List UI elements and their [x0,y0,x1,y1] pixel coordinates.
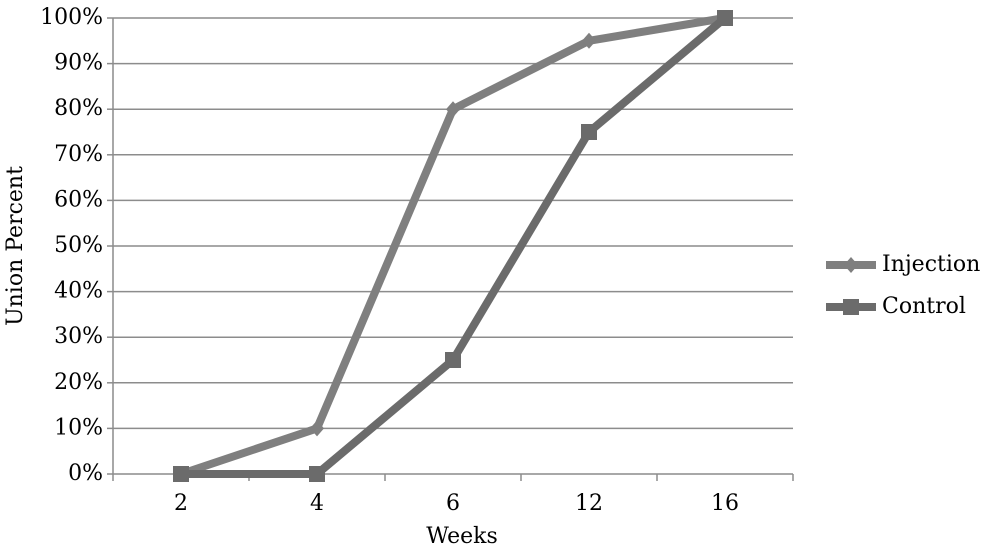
y-tick-label: 60% [54,187,103,212]
y-axis-label: Union Percent [3,166,28,326]
x-tick-label: 16 [711,491,739,516]
y-tick-label: 0% [68,461,103,486]
marker [446,101,460,118]
x-tick-label: 2 [174,491,188,516]
marker [445,352,461,368]
legend-marker [844,257,858,273]
x-tick-label: 6 [446,491,460,516]
marker [173,466,189,482]
legend-marker [843,299,859,315]
y-tick-label: 100% [40,5,103,30]
y-tick-label: 90% [54,51,103,76]
legend-label: Control [882,294,966,319]
y-tick-label: 50% [54,233,103,258]
marker [581,124,597,140]
x-axis-label: Weeks [426,524,497,549]
y-tick-label: 20% [54,370,103,395]
marker [310,420,324,437]
y-tick-label: 10% [54,415,103,440]
x-tick-label: 4 [310,491,324,516]
y-tick-label: 80% [54,96,103,121]
y-tick-label: 70% [54,142,103,167]
marker [309,466,325,482]
marker [582,32,596,49]
marker [717,10,733,26]
y-tick-label: 40% [54,279,103,304]
legend-label: Injection [882,252,980,277]
y-tick-label: 30% [54,324,103,349]
x-tick-label: 12 [575,491,603,516]
